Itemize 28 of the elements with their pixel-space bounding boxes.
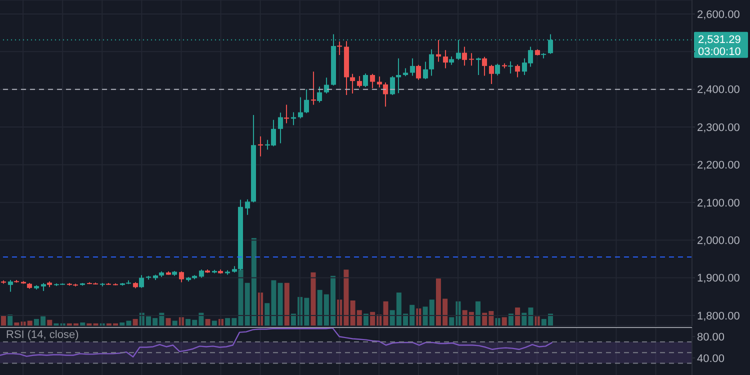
candlestick: [502, 62, 507, 69]
bar: [1, 315, 6, 326]
bar: [166, 318, 171, 326]
bar: [132, 318, 138, 326]
bar: [502, 317, 507, 326]
y-tick-label: 2,100.00: [697, 197, 740, 210]
bar: [212, 320, 217, 326]
line-series: [0, 327, 553, 358]
y-tick-label: 2,400.00: [697, 84, 740, 96]
bar: [278, 282, 283, 326]
y-tick-label: 2,300.00: [697, 122, 740, 134]
y-tick-label: 2,600.00: [697, 8, 740, 21]
chart-title: RSI (14, close): [6, 329, 79, 341]
ref-line-label: 2,531.29: [698, 34, 741, 46]
y-tick-label: 1,900.00: [697, 272, 740, 285]
bar: [310, 272, 316, 326]
bar: [172, 320, 178, 326]
bar: [205, 318, 210, 326]
bar: [284, 282, 290, 326]
y-tick-label: 2,200.00: [697, 160, 740, 172]
candlestick: [146, 275, 151, 280]
y-tick-label: 40.00: [697, 352, 725, 365]
y-tick-label: 2,000.00: [697, 234, 740, 247]
y-tick-label: 1,800.00: [697, 310, 740, 322]
bar: [476, 301, 481, 326]
text: 03:00:10: [698, 46, 741, 58]
bar: [515, 308, 520, 326]
y-tick-label: 80.00: [697, 332, 725, 344]
